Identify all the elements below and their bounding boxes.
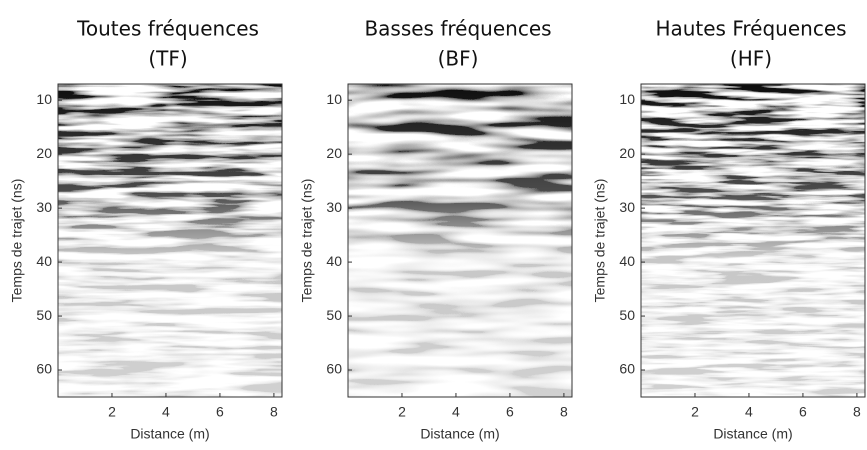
y-axis-label: Temps de trajet (ns) (299, 179, 315, 303)
x-tick-label: 6 (216, 404, 224, 420)
x-tick-label: 8 (270, 404, 278, 420)
plot-frame (347, 83, 573, 398)
y-tick-label: 30 (326, 199, 342, 215)
y-tick-label: 30 (36, 199, 52, 215)
radargram-fade (58, 84, 282, 397)
x-axis-label: Distance (m) (713, 426, 792, 442)
plot-frame (57, 83, 283, 398)
x-tick-label: 8 (853, 404, 861, 420)
x-tick-label: 4 (745, 404, 753, 420)
y-tick-label: 60 (619, 361, 635, 377)
x-tick-label: 6 (799, 404, 807, 420)
x-axis-label: Distance (m) (130, 426, 209, 442)
chart-title: Toutes fréquences (76, 17, 259, 41)
chart-title: Basses fréquences (364, 17, 551, 41)
plot-frame (640, 83, 866, 398)
y-tick-label: 50 (36, 307, 52, 323)
y-tick-label: 20 (326, 145, 342, 161)
x-tick-label: 8 (560, 404, 568, 420)
x-tick-label: 2 (108, 404, 116, 420)
x-tick-label: 2 (691, 404, 699, 420)
x-tick-label: 4 (452, 404, 460, 420)
chart-title: (TF) (148, 47, 187, 71)
x-tick-label: 4 (162, 404, 170, 420)
y-tick-label: 50 (619, 307, 635, 323)
radargram-fade (348, 84, 572, 397)
y-tick-label: 60 (326, 361, 342, 377)
chart-title: (BF) (438, 47, 479, 71)
y-tick-label: 40 (326, 253, 342, 269)
y-tick-label: 20 (36, 145, 52, 161)
y-tick-label: 60 (36, 361, 52, 377)
chart-title: Hautes Fréquences (655, 17, 846, 41)
y-tick-label: 20 (619, 145, 635, 161)
radargram-fade (641, 84, 865, 397)
y-tick-label: 10 (36, 91, 52, 107)
y-tick-label: 10 (326, 91, 342, 107)
y-tick-label: 10 (619, 91, 635, 107)
y-tick-label: 30 (619, 199, 635, 215)
x-tick-label: 2 (398, 404, 406, 420)
y-tick-label: 40 (619, 253, 635, 269)
y-tick-label: 50 (326, 307, 342, 323)
x-tick-label: 6 (506, 404, 514, 420)
y-axis-label: Temps de trajet (ns) (9, 179, 25, 303)
chart-title: (HF) (730, 47, 772, 71)
y-axis-label: Temps de trajet (ns) (592, 179, 608, 303)
y-tick-label: 40 (36, 253, 52, 269)
x-axis-label: Distance (m) (420, 426, 499, 442)
